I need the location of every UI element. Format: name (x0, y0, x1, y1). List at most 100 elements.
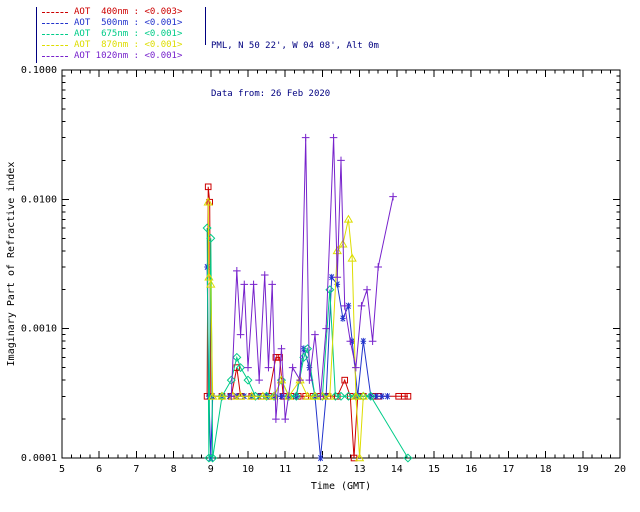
marker-diamond (208, 453, 218, 463)
marker-plus (389, 192, 397, 201)
x-tick-label: 19 (577, 464, 589, 475)
y-tick-label: 0.0001 (21, 453, 57, 464)
marker-triangle (325, 391, 335, 400)
marker-triangle (235, 391, 246, 400)
marker-triangle (247, 391, 257, 400)
marker-plus (240, 280, 249, 289)
marker-plus (363, 285, 371, 294)
legend-row: AOT 1020nm : <0.001> (42, 51, 182, 62)
x-tick-label: 18 (540, 464, 552, 475)
tick-labels: 5 6 7 8 9 10 11 12 13 14 15 16 17 18 19 20 0.0001 0.0010 0… (21, 65, 626, 475)
x-tick-label: 8 (171, 464, 177, 475)
x-tick-label: 12 (316, 464, 328, 475)
marker-diamond (303, 344, 313, 354)
marker-plus (236, 330, 245, 339)
legend-row: AOT 870nm : <0.001> (42, 40, 182, 51)
marker-plus (264, 363, 273, 372)
marker-plus (352, 363, 360, 372)
marker-triangle (358, 391, 368, 400)
marker-asterisk (278, 392, 285, 400)
x-tick-label: 11 (279, 464, 291, 475)
marker-plus (346, 337, 355, 345)
x-tick-label: 9 (208, 464, 214, 475)
marker-diamond (284, 391, 294, 401)
marker-diamond (269, 391, 279, 401)
marker-asterisk (384, 392, 391, 400)
marker-plus (305, 376, 314, 384)
marker-plus (337, 156, 345, 165)
marker-plus (233, 267, 241, 275)
x-tick-label: 16 (465, 464, 477, 475)
marker-diamond (202, 223, 212, 233)
y-tick-label: 0.1000 (21, 65, 57, 76)
marker-diamond (366, 391, 376, 401)
series-aot-500nm (204, 263, 391, 462)
x-tick-label: 7 (133, 464, 139, 475)
legend-line-sample (42, 12, 68, 13)
series-line (207, 202, 364, 459)
marker-plus (249, 280, 258, 289)
legend-line-sample (42, 23, 68, 24)
legend-row: AOT 400nm : <0.003> (42, 7, 182, 18)
legend-left-rule (36, 7, 37, 63)
marker-triangle (206, 279, 216, 288)
axes (61, 69, 621, 459)
marker-plus (368, 337, 377, 345)
marker-triangle (347, 253, 357, 262)
marker-square (341, 376, 349, 384)
marker-square (272, 354, 280, 361)
marker-plus (374, 263, 382, 271)
marker-plus (301, 133, 310, 142)
site-info: PML, N 50 22', W 04 08', Alt 0m (211, 41, 379, 51)
x-tick-label: 15 (428, 464, 440, 475)
marker-asterisk (334, 281, 341, 288)
marker-plus (311, 330, 319, 339)
marker-diamond (232, 352, 242, 362)
marker-triangle (204, 272, 214, 281)
marker-diamond (336, 391, 346, 401)
marker-plus (296, 376, 304, 384)
marker-diamond (310, 391, 320, 401)
series-line (206, 266, 388, 459)
header-left-rule (205, 7, 206, 45)
marker-triangle (332, 245, 342, 255)
marker-asterisk (328, 273, 335, 281)
marker-diamond (236, 363, 246, 373)
marker-triangle (310, 391, 320, 400)
x-axis-label: Time (GMT) (311, 481, 371, 492)
marker-plus (281, 415, 289, 423)
legend-row: AOT 675nm : <0.001> (42, 29, 182, 40)
marker-plus (277, 344, 286, 353)
marker-diamond (299, 352, 309, 362)
marker-asterisk (340, 315, 346, 322)
y-tick-label: 0.0010 (21, 324, 57, 335)
marker-triangle (302, 391, 313, 400)
legend-line-sample (42, 56, 68, 57)
marker-square (404, 392, 412, 400)
marker-diamond (403, 453, 413, 463)
plot-header: PML, N 50 22', W 04 08', Alt 0m Data fro… (211, 6, 379, 134)
marker-plus (260, 271, 269, 279)
marker-plus (340, 302, 349, 310)
marker-plus (255, 376, 263, 384)
marker-triangle (343, 214, 354, 223)
chart-legend: AOT 400nm : <0.003> AOT 500nm : <0.001> AO… (42, 7, 182, 62)
marker-plus (329, 133, 338, 142)
marker-square (350, 454, 358, 462)
marker-plus (268, 280, 276, 289)
legend-label: AOT 675nm : <0.001> (74, 29, 183, 39)
x-tick-label: 20 (614, 464, 626, 475)
marker-asterisk (373, 392, 380, 400)
date-info: Data from: 26 Feb 2020 (211, 89, 331, 99)
series-aot-1020nm (227, 133, 397, 423)
legend-row: AOT 500nm : <0.001> (42, 18, 182, 29)
marker-plus (316, 392, 325, 401)
marker-square (204, 183, 212, 191)
marker-diamond (317, 391, 327, 401)
legend-label: AOT 870nm : <0.001> (74, 40, 183, 50)
x-tick-label: 5 (59, 464, 65, 475)
marker-triangle (207, 391, 218, 400)
x-tick-label: 17 (502, 464, 514, 475)
